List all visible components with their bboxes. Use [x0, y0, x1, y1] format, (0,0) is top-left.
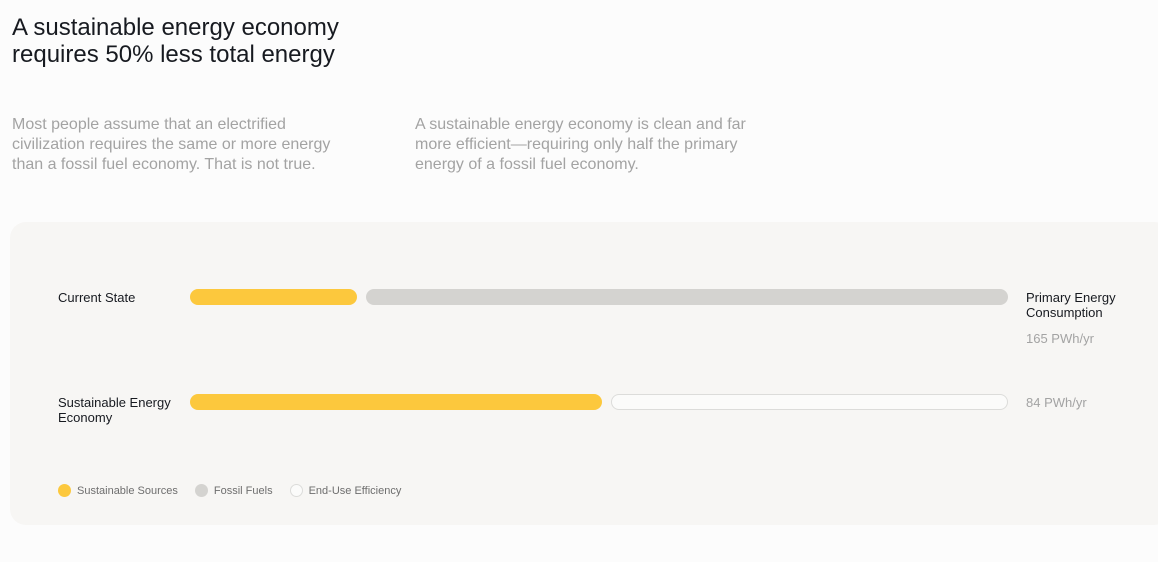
bar-efficiency-sustainable-economy: [611, 394, 1008, 410]
intro-text-left: Most people assume that an electrified c…: [12, 116, 331, 173]
legend-item-fossil: Fossil Fuels: [194, 484, 273, 497]
legend-label-efficiency: End-Use Efficiency: [308, 484, 402, 497]
bar-sustainable-sustainable-economy: [190, 394, 602, 410]
bar-sustainable-current-state: [190, 289, 357, 305]
legend-label-sustainable: Sustainable Sources: [77, 484, 178, 497]
total-value-current-state: 165 PWh/yr: [1026, 331, 1094, 346]
legend-swatch-efficiency: [289, 484, 303, 497]
bar-track-sustainable-economy: [190, 394, 1008, 410]
legend-swatch-sustainable: [58, 484, 71, 497]
legend-item-sustainable: Sustainable Sources: [58, 484, 178, 497]
page-title: A sustainable energy economy requires 50…: [12, 14, 339, 68]
bar-fossil-current-state: [366, 289, 1008, 305]
legend-item-efficiency: End-Use Efficiency: [289, 484, 402, 497]
row-label-current-state: Current State: [58, 290, 136, 305]
primary-energy-label: Primary Energy Consumption: [1026, 290, 1116, 320]
legend: Sustainable Sources Fossil Fuels End-Use…: [58, 484, 418, 497]
row-label-sustainable-economy: Sustainable Energy Economy: [58, 395, 171, 425]
legend-label-fossil: Fossil Fuels: [213, 484, 273, 497]
intro-text-right: A sustainable energy economy is clean an…: [415, 116, 746, 173]
legend-swatch-fossil: [194, 484, 208, 497]
bar-track-current-state: [190, 289, 1008, 305]
total-value-sustainable-economy: 84 PWh/yr: [1026, 395, 1087, 410]
chart-panel: Current State Sustainable Energy Economy…: [10, 222, 1158, 525]
